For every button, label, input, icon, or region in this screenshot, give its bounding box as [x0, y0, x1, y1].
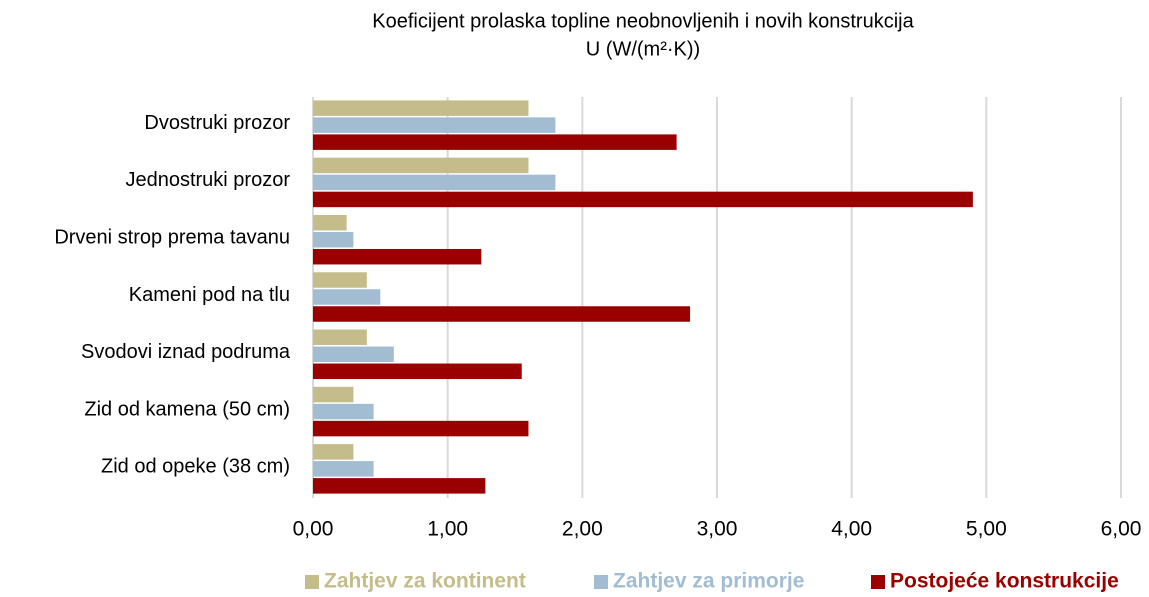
y-tick-label: Kameni pod na tlu [129, 284, 290, 306]
bar [313, 478, 486, 494]
bar [313, 289, 381, 305]
bar [313, 157, 529, 174]
bar [313, 174, 556, 191]
bar [313, 420, 529, 437]
y-tick-label: Drveni strop prema tavanu [54, 226, 290, 248]
bar [313, 134, 677, 150]
legend-swatch [871, 575, 885, 589]
bar [313, 248, 482, 265]
y-tick-label: Svodovi iznad podruma [81, 341, 291, 363]
bar [313, 191, 973, 208]
bar [313, 386, 354, 403]
bar [313, 214, 347, 231]
bar [313, 329, 367, 346]
chart-subtitle: U (W/(m²·K)) [586, 38, 700, 60]
x-tick-label: 1,00 [427, 518, 468, 541]
x-tick-label: 0,00 [293, 518, 334, 541]
bar [313, 346, 394, 363]
y-tick-label: Zid od kamena (50 cm) [84, 398, 290, 420]
chart-title: Koeficijent prolaska topline neobnovljen… [372, 10, 914, 32]
bar [313, 461, 374, 477]
x-tick-label: 6,00 [1101, 518, 1142, 541]
x-tick-label: 4,00 [831, 518, 872, 541]
x-tick-label: 5,00 [966, 518, 1007, 541]
y-tick-label: Jednostruki prozor [125, 169, 290, 191]
y-tick-label: Dvostruki prozor [144, 112, 290, 134]
y-tick-label: Zid od opeke (38 cm) [101, 456, 290, 478]
x-tick-label: 2,00 [562, 518, 603, 541]
bar [313, 363, 522, 380]
bar [313, 272, 367, 288]
legend-label: Zahtjev za primorje [613, 570, 804, 592]
bar [313, 100, 529, 116]
legend-swatch [305, 575, 319, 589]
bar [313, 306, 691, 322]
bar [313, 444, 354, 460]
legend-label: Zahtjev za kontinent [324, 570, 526, 592]
legend-swatch [594, 575, 608, 589]
bar [313, 117, 556, 133]
x-tick-label: 3,00 [697, 518, 738, 541]
bar [313, 403, 374, 420]
bar [313, 231, 354, 248]
legend-label: Postojeće konstrukcije [890, 570, 1119, 592]
